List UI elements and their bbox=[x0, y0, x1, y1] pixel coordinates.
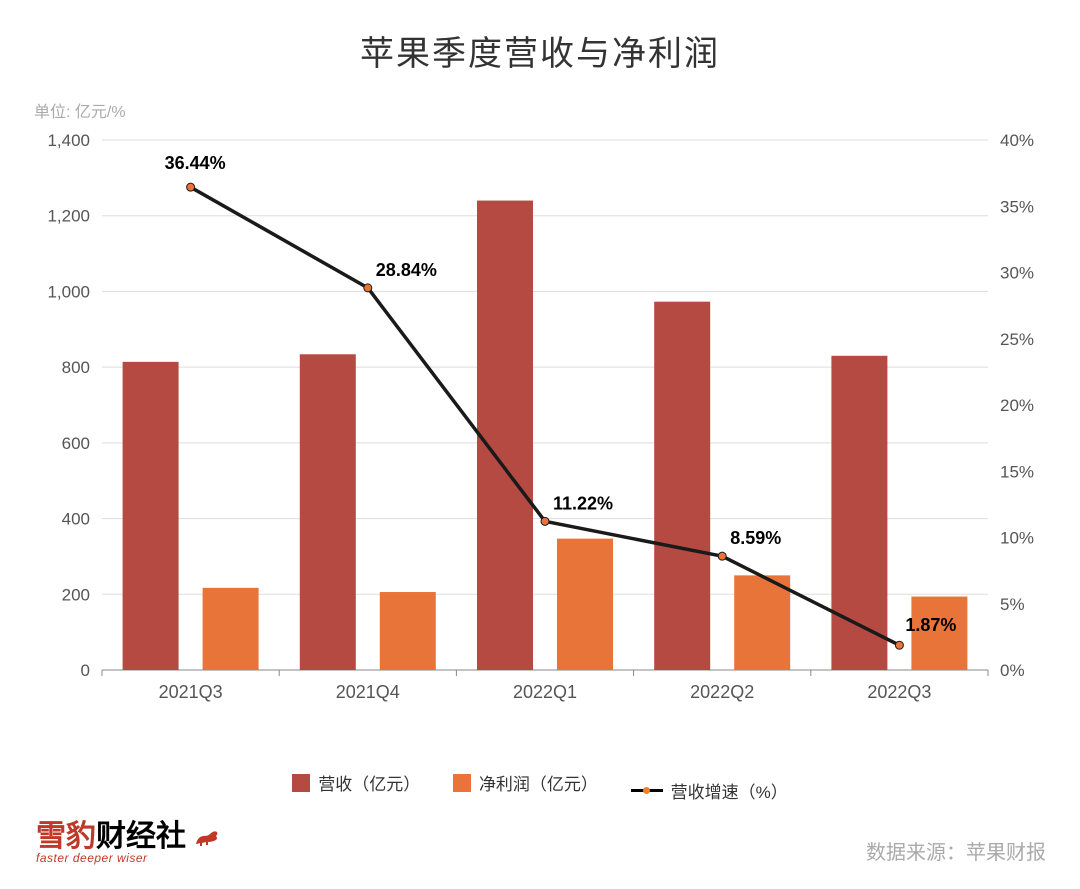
svg-text:25%: 25% bbox=[1000, 330, 1034, 349]
svg-text:2021Q4: 2021Q4 bbox=[336, 682, 400, 702]
legend-growth-line bbox=[631, 789, 663, 792]
legend-revenue: 营收（亿元） bbox=[292, 770, 420, 795]
svg-text:1,200: 1,200 bbox=[47, 207, 90, 226]
svg-text:35%: 35% bbox=[1000, 197, 1034, 216]
svg-text:28.84%: 28.84% bbox=[376, 260, 437, 280]
svg-text:5%: 5% bbox=[1000, 595, 1025, 614]
leopard-icon bbox=[194, 828, 220, 848]
svg-text:200: 200 bbox=[62, 585, 90, 604]
svg-text:8.59%: 8.59% bbox=[730, 528, 781, 548]
chart-area: 0 200 400 600 800 1,000 1,200 1,400 0% 5% 10% 15% 20… bbox=[30, 130, 1050, 740]
legend-revenue-label: 营收（亿元） bbox=[318, 770, 420, 795]
svg-text:1,400: 1,400 bbox=[47, 131, 90, 150]
legend-profit: 净利润（亿元） bbox=[453, 770, 598, 795]
chart-svg: 0 200 400 600 800 1,000 1,200 1,400 0% 5% 10% 15% 20… bbox=[30, 130, 1050, 720]
legend-revenue-swatch bbox=[292, 774, 310, 792]
chart-title: 苹果季度营收与净利润 bbox=[0, 0, 1080, 75]
svg-text:2022Q2: 2022Q2 bbox=[690, 682, 754, 702]
svg-text:1,000: 1,000 bbox=[47, 282, 90, 301]
legend-growth: 营收增速（%） bbox=[631, 778, 788, 803]
unit-label: 单位: 亿元/% bbox=[34, 98, 126, 122]
svg-text:2022Q1: 2022Q1 bbox=[513, 682, 577, 702]
source-logo: 雪豹财经社 faster deeper wiser bbox=[34, 811, 220, 865]
svg-text:800: 800 bbox=[62, 358, 90, 377]
svg-text:0%: 0% bbox=[1000, 661, 1025, 680]
svg-text:30%: 30% bbox=[1000, 264, 1034, 283]
svg-text:20%: 20% bbox=[1000, 396, 1034, 415]
svg-text:11.22%: 11.22% bbox=[553, 493, 613, 513]
logo-rest: 财经社 bbox=[96, 820, 186, 853]
legend-profit-label: 净利润（亿元） bbox=[479, 770, 598, 795]
svg-text:10%: 10% bbox=[1000, 529, 1034, 548]
svg-text:0: 0 bbox=[81, 661, 90, 680]
legend-profit-swatch bbox=[453, 774, 471, 792]
footer: 雪豹财经社 faster deeper wiser 数据来源：苹果财报 bbox=[34, 811, 1046, 865]
svg-text:15%: 15% bbox=[1000, 462, 1034, 481]
svg-text:40%: 40% bbox=[1000, 131, 1034, 150]
svg-text:2022Q3: 2022Q3 bbox=[867, 682, 931, 702]
logo-text: 雪豹财经社 bbox=[36, 811, 220, 855]
svg-text:2021Q3: 2021Q3 bbox=[159, 682, 223, 702]
svg-text:400: 400 bbox=[62, 510, 90, 529]
svg-text:1.87%: 1.87% bbox=[905, 615, 956, 635]
legend-growth-label: 营收增速（%） bbox=[671, 778, 788, 803]
logo-highlight: 雪豹 bbox=[36, 820, 96, 853]
legend: 营收（亿元） 净利润（亿元） 营收增速（%） bbox=[0, 770, 1080, 803]
svg-text:36.44%: 36.44% bbox=[165, 153, 226, 173]
data-source: 数据来源：苹果财报 bbox=[866, 836, 1046, 865]
svg-text:600: 600 bbox=[62, 434, 90, 453]
